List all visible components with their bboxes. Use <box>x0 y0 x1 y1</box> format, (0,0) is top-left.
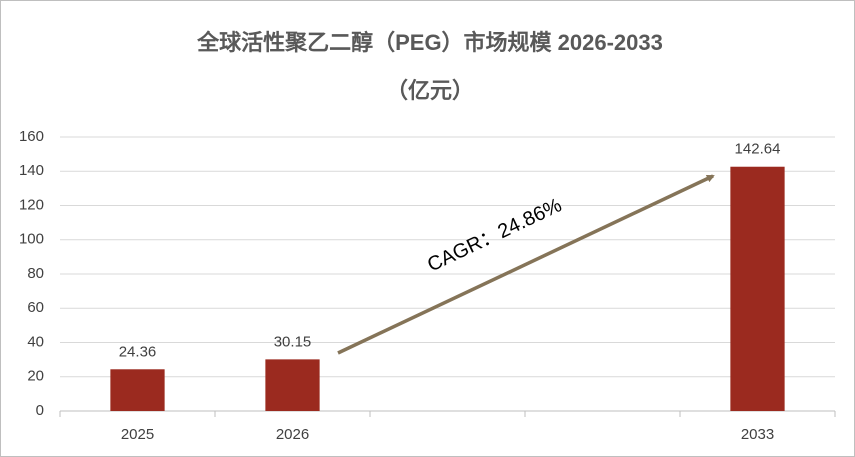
x-tick-label: 2033 <box>741 426 774 443</box>
y-tick-label: 100 <box>19 231 44 248</box>
cagr-arrow <box>337 174 715 355</box>
y-tick-label: 80 <box>27 265 44 282</box>
y-tick-label: 60 <box>27 299 44 316</box>
y-tick-label: 120 <box>19 196 44 213</box>
bar <box>730 166 785 411</box>
value-label: 30.15 <box>274 333 312 350</box>
x-tick-label: 2025 <box>121 426 154 443</box>
y-tick-label: 0 <box>36 402 44 419</box>
chart-title: 全球活性聚乙二醇（PEG）市场规模 2026-2033 <box>196 30 663 55</box>
y-tick-label: 20 <box>27 368 44 385</box>
value-label: 142.64 <box>735 141 781 158</box>
x-tick-label: 2026 <box>276 426 309 443</box>
y-tick-label: 40 <box>27 333 44 350</box>
value-label: 24.36 <box>119 343 157 360</box>
chart-subtitle: （亿元） <box>386 78 474 103</box>
y-tick-label: 160 <box>19 128 44 145</box>
bar <box>110 369 165 411</box>
bar <box>265 359 320 411</box>
y-tick-label: 140 <box>19 162 44 179</box>
